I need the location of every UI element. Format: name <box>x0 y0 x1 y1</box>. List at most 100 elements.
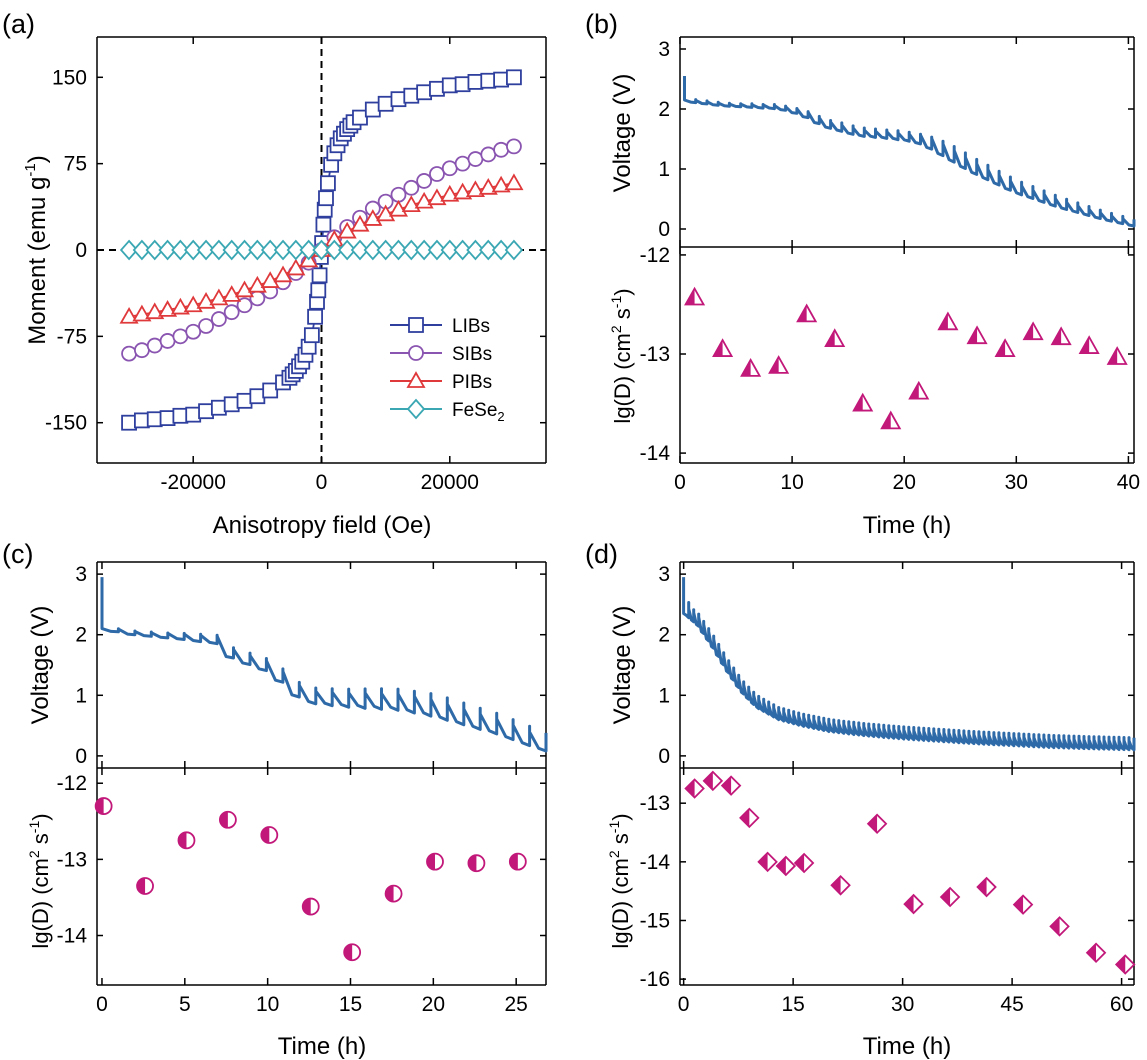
panel-b-data-point-fill <box>1024 323 1034 340</box>
data-point-sibs <box>159 333 176 349</box>
panel-d-data-point-fill <box>1050 917 1060 936</box>
data-point-fese2 <box>119 239 139 261</box>
data-point-libs <box>390 91 407 108</box>
panel-c-voltage-ytick-label: 3 <box>75 563 87 586</box>
panel-d-data-point-fill <box>977 878 987 897</box>
panel-c-data-point-fill <box>468 855 477 872</box>
data-point-pibs <box>504 173 524 191</box>
panel-d-data-point-fill <box>722 776 732 795</box>
panel-d-voltage-ylabel: Voltage (V) <box>609 606 636 725</box>
data-point-fese2 <box>260 239 280 261</box>
panel-b-data-point-fill <box>909 382 919 399</box>
panel-d-diffusion-ytick-label: -14 <box>640 851 671 874</box>
data-point-fese2 <box>299 239 318 261</box>
data-point-fese2 <box>171 239 190 261</box>
panel-c-voltage-chart: 0 1 2 3 <box>75 561 548 769</box>
panel-d-diffusion-xtick-label: 0 <box>678 993 690 1016</box>
data-point-libs <box>121 414 137 431</box>
data-point-fese2 <box>350 239 370 261</box>
data-point-sibs <box>441 160 458 177</box>
panel-b-diffusion-ytick-label: -12 <box>640 244 670 267</box>
panel-c-data-point-fill <box>385 885 394 902</box>
panel-b-data-point-fill <box>996 340 1006 357</box>
panel-c-diffusion-ylabel: lg(D) (cm2 s-1) <box>26 813 53 948</box>
panel-d-data-point-fill <box>758 852 768 871</box>
panel-d-data-point-fill <box>831 876 841 895</box>
panel-b-diffusion-ylabel: lg(D) (cm2 s-1) <box>608 288 635 423</box>
panel-b-data-point-fill <box>713 340 723 357</box>
panel-d-voltage-curve <box>682 577 1136 752</box>
data-point-pibs <box>350 214 370 232</box>
panel-b-voltage-ytick-label: 2 <box>658 98 670 121</box>
panel-b-data-point-fill <box>881 412 891 429</box>
panel-d-data-point-fill <box>1116 955 1126 974</box>
data-point-sibs <box>210 311 227 327</box>
panel-d-voltage-ytick-label: 1 <box>658 684 670 707</box>
data-point-fese2 <box>389 239 408 261</box>
panel-d-diffusion-chart: -16 -15 -14 -13 0 15 30 45 60 <box>640 768 1136 1016</box>
data-point-sibs <box>223 304 240 321</box>
data-point-libs <box>352 109 368 126</box>
data-point-fese2 <box>145 239 164 261</box>
data-point-sibs <box>454 155 471 172</box>
data-point-libs <box>429 80 445 97</box>
data-point-pibs <box>453 182 473 200</box>
data-point-libs <box>377 95 394 112</box>
panel-a-ytick-label: 150 <box>52 66 87 89</box>
data-point-pibs <box>119 306 139 324</box>
panel-a-ytick-label: -75 <box>57 325 87 348</box>
panel-d-voltage-chart: 0 1 2 3 <box>658 561 1136 769</box>
panel-d-diffusion-xtick-label: 15 <box>781 993 804 1016</box>
data-point-pibs <box>170 297 190 315</box>
panel-c-diffusion-xtick-label: 25 <box>504 993 527 1016</box>
data-point-sibs <box>467 151 484 167</box>
panel-d-voltage-ytick-label: 2 <box>658 624 670 647</box>
panel-c-diffusion-chart: -14 -13 -12 0 5 10 15 20 25 <box>57 768 547 1016</box>
data-point-libs <box>249 388 266 405</box>
data-point-fese2 <box>132 239 152 261</box>
panel-d-xlabel: Time (h) <box>863 1033 951 1060</box>
panel-d-diffusion-ytick-label: -13 <box>640 792 670 815</box>
panel-c-diffusion-ytick-label: -14 <box>57 925 88 948</box>
panel-d-diffusion-ytick-label: -16 <box>640 968 670 991</box>
data-point-fese2 <box>209 239 229 261</box>
panel-c-data-point-fill <box>302 898 311 915</box>
panel-d-diffusion-ytick-label: -15 <box>640 909 670 932</box>
panel-d-data-point-fill <box>703 771 713 790</box>
data-point-libs <box>320 175 336 192</box>
panel-d-tag: (d) <box>585 539 618 569</box>
data-point-fese2 <box>427 239 447 261</box>
data-point-libs <box>172 407 189 424</box>
data-point-libs <box>506 69 522 86</box>
panel-b-diffusion-xtick-label: 40 <box>1117 471 1140 494</box>
data-point-libs <box>310 282 327 299</box>
data-point-sibs <box>172 328 189 345</box>
panel-a-tag: (a) <box>2 9 35 39</box>
data-point-fese2 <box>273 239 293 261</box>
panel-d-data-point-fill <box>776 856 786 875</box>
legend-label-fese2: FeSe2 <box>452 400 505 424</box>
data-point-libs <box>198 403 214 420</box>
data-point-pibs <box>478 178 498 195</box>
data-point-libs <box>133 412 150 429</box>
panel-d-data-point-fill <box>740 808 750 827</box>
panel-b-data-point-fill <box>741 359 751 376</box>
data-point-sibs <box>185 323 202 340</box>
panel-b-voltage-ylabel: Voltage (V) <box>609 74 636 193</box>
legend-marker-fese2 <box>406 398 426 420</box>
panel-d-data-point-fill <box>904 895 914 914</box>
panel-d-diffusion-ylabel: lg(D) (cm2 s-1) <box>606 813 633 948</box>
data-point-libs <box>480 72 497 89</box>
data-point-fese2 <box>184 239 203 261</box>
panel-c-diffusion-xtick-label: 10 <box>256 993 279 1016</box>
panel-c-diffusion-xtick-label: 20 <box>422 993 445 1016</box>
data-point-fese2 <box>466 239 485 261</box>
panel-b-diffusion-ytick-label: -13 <box>640 343 670 366</box>
panel-c-voltage-ytick-label: 2 <box>75 624 87 647</box>
legend-marker-pibs <box>406 371 426 388</box>
data-point-sibs <box>416 173 433 189</box>
data-point-pibs <box>158 300 178 317</box>
panel-c-data-point-fill <box>219 811 228 828</box>
panel-a-magnetization-chart: -150 -75 0 75 150 -20000 0 20000 LIBs SIBs PIBs FeS… <box>45 36 547 494</box>
